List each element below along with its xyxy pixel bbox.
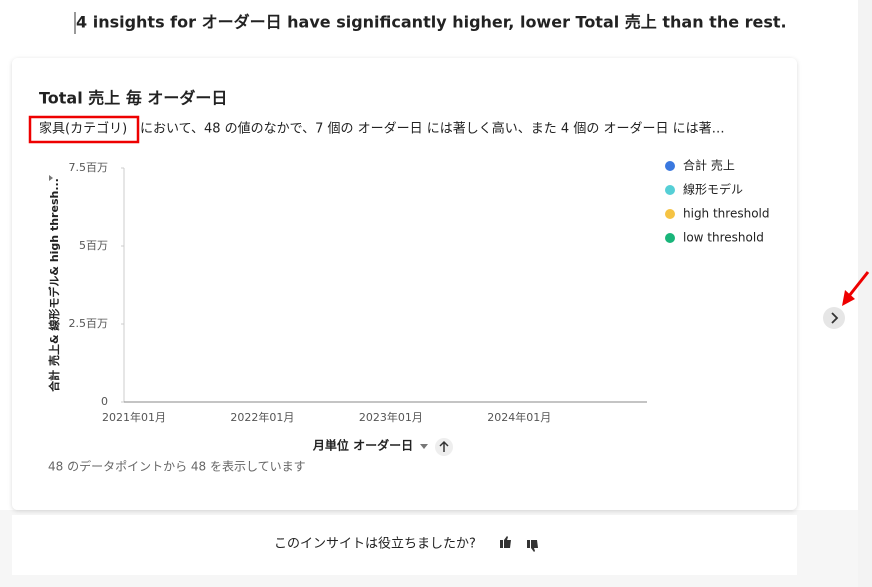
legend-label: high threshold [683, 207, 770, 221]
y-axis-label: 合計 売上& 線形モデル& high thresh... [47, 178, 61, 392]
insight-card [12, 58, 797, 510]
legend-marker [665, 185, 675, 195]
y-tick-label: 7.5百万 [69, 161, 109, 174]
x-tick-label: 2023年01月 [359, 410, 423, 424]
legend-label: low threshold [683, 231, 764, 245]
highlight-box [28, 115, 140, 144]
axis-toggle[interactable] [49, 175, 53, 181]
annotation-arrowhead [842, 290, 855, 306]
x-tick-label: 2024年01月 [487, 410, 551, 424]
side-strip [858, 0, 872, 587]
next-button[interactable] [823, 307, 845, 329]
legend-marker [665, 209, 675, 219]
highlight: 家具(カテゴリ) [39, 121, 127, 137]
thumbs-up[interactable] [496, 534, 514, 552]
feedback-panel [12, 515, 797, 575]
header-title: 4 insights for オーダー日 have significantly … [76, 13, 787, 32]
x-axis-label: 月単位 オーダー日 [312, 438, 413, 453]
annotation-arrow [847, 271, 870, 297]
next-icon [831, 312, 839, 324]
sort-dropdown[interactable] [420, 444, 428, 449]
note: 48 のデータポイントから 48 を表示しています [48, 459, 306, 474]
card-title: Total 売上 毎 オーダー日 [39, 89, 227, 108]
feedback-question: このインサイトは役立ちましたか? [274, 537, 476, 552]
x-tick-label: 2022年01月 [230, 410, 294, 424]
sort-icon [439, 440, 449, 452]
chart: 0 2.5百万 5百万 7.5百万 2021年01月 2022年01月 2023年01月 20… [69, 158, 770, 425]
y-tick-label: 0 [101, 395, 108, 408]
legend-marker [665, 161, 675, 171]
y-tick-label: 5百万 [79, 239, 108, 252]
y-tick-label: 2.5百万 [69, 317, 109, 330]
x-tick-label: 2021年01月 [102, 410, 166, 424]
legend-marker [665, 233, 675, 243]
legend-label: 線形モデル [683, 182, 743, 197]
legend-label: 合計 売上 [683, 158, 735, 173]
description: において、48 の値のなかで、7 個の オーダー日 には著しく高い、また 4 個… [140, 121, 725, 137]
thumbs-down[interactable] [523, 534, 541, 552]
